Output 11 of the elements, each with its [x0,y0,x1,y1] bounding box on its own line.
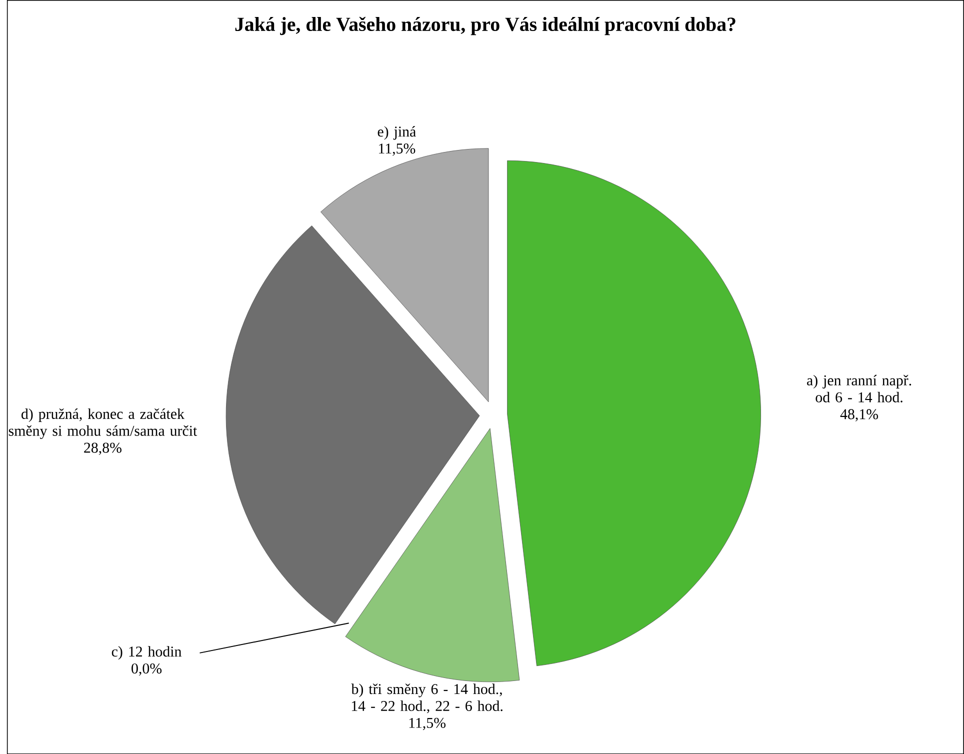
slice-label: e) jiná [378,126,416,140]
slice-label: a) jen ranní např. od 6 - 14 hod. [807,374,912,402]
category-label: c) 12 hodin [112,646,182,660]
text: 0,0% [132,663,162,676]
chart-title: Jaká je, dle Vašeho názoru, pro Vás ideální pracovní doba? [235,16,736,35]
data-label: 11,5% [409,718,446,730]
data-label: 11,5% [379,143,416,156]
slice-label: d) pružná, konec a začátek směny si mohu sám/sama určit [8,408,198,439]
data-label: 48,1% [840,409,878,422]
slice-label: b) tři směny 6 - 14 hod., 14 - 22 hod., 22 - 6 hod. [351,683,502,714]
data-label: 28,8% [84,442,122,455]
